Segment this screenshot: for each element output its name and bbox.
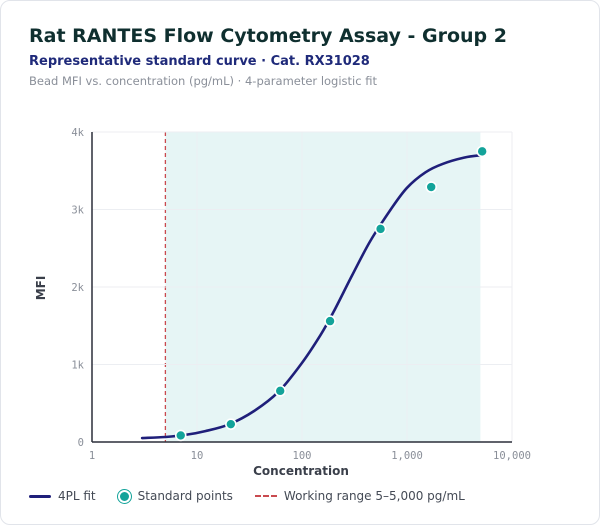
y-tick-label: 4k xyxy=(71,127,84,139)
x-axis-label: Concentration xyxy=(253,464,349,478)
standard-point xyxy=(174,429,187,442)
y-tick-label: 2k xyxy=(71,282,84,294)
standard-point xyxy=(274,385,287,397)
standard-point xyxy=(476,145,488,158)
chart-legend: 4PL fit Standard points Working range 5–… xyxy=(29,489,487,503)
y-tick-label: 0 xyxy=(78,437,84,449)
x-tick-label: 10,000 xyxy=(493,450,531,462)
legend-item-range: Working range 5–5,000 pg/mL xyxy=(254,489,465,503)
legend-points-label: Standard points xyxy=(137,489,233,503)
points-layer xyxy=(174,145,488,442)
legend-line-swatch xyxy=(29,494,51,498)
y-axis-label: MFI xyxy=(34,276,48,301)
legend-item-points: Standard points xyxy=(117,489,233,503)
standard-point xyxy=(225,418,237,430)
legend-fit-label: 4PL fit xyxy=(58,489,96,503)
x-tick-label: 10 xyxy=(191,450,204,462)
axes-layer xyxy=(91,132,512,443)
standard-point xyxy=(374,223,387,235)
x-tick-label: 1,000 xyxy=(391,450,423,462)
standard-point xyxy=(425,181,437,193)
chart-caption: Bead MFI vs. concentration (pg/mL) · 4-p… xyxy=(29,74,377,88)
legend-item-fit: 4PL fit xyxy=(29,489,96,503)
grid-layer xyxy=(92,131,513,442)
legend-range-label: Working range 5–5,000 pg/mL xyxy=(283,489,465,503)
chart-subtitle: Representative standard curve · Cat. RX3… xyxy=(29,54,370,69)
y-tick-label: 1k xyxy=(71,360,84,372)
legend-dot-swatch xyxy=(117,489,131,503)
legend-dash-swatch xyxy=(254,495,277,497)
x-tick-label: 1 xyxy=(89,450,95,462)
y-tick-label: 3k xyxy=(71,205,84,217)
x-tick-label: 100 xyxy=(293,450,312,462)
tick-layer: 1 10 100 1,000 10,000 0 1k 2k 3k 4k xyxy=(71,127,531,462)
standard-point xyxy=(324,315,336,327)
chart-title: Rat RANTES Flow Cytometry Assay - Group … xyxy=(29,25,507,47)
